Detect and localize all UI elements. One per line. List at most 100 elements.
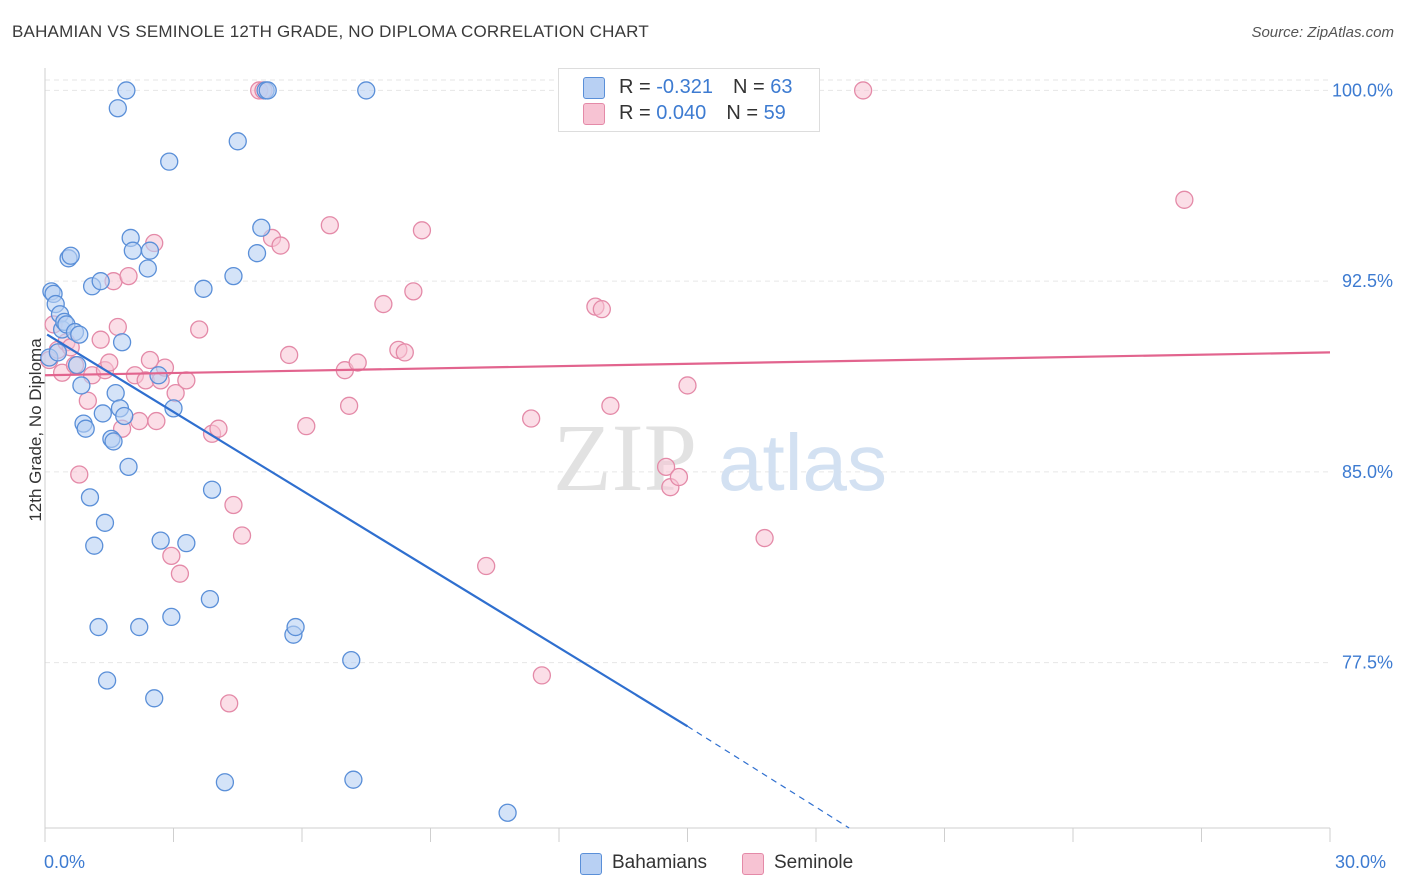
seminole-point [477, 556, 496, 576]
seminole-point [601, 396, 620, 415]
correlation-legend: R = -0.321 N = 63 R = 0.040 N = 59 [558, 68, 820, 132]
bahamian-point [108, 99, 127, 118]
y-tick-label: 100.0% [1332, 80, 1393, 100]
seminole-point [404, 282, 423, 301]
bahamian-point [97, 671, 117, 690]
bahamian-point [342, 650, 361, 670]
bahamian-point [76, 419, 95, 438]
y-tick-label: 92.5% [1342, 271, 1393, 291]
r-value: -0.321 [656, 76, 713, 98]
bahamian-point [258, 81, 277, 100]
bahamian-point [61, 246, 80, 265]
bahamian-point [112, 333, 132, 352]
seminole-point [678, 376, 697, 395]
seminole-point [232, 526, 252, 545]
bahamian-point [85, 536, 104, 555]
chart-title: BAHAMIAN VS SEMINOLE 12TH GRADE, NO DIPL… [12, 22, 649, 41]
y-tick-label: 77.5% [1342, 653, 1393, 673]
bahamian-point [145, 689, 164, 708]
bahamian-point [252, 218, 271, 237]
n-label: N = [732, 76, 771, 98]
y-axis-label: 12th Grade, No Diploma [26, 338, 45, 522]
legend-swatch-blue [583, 77, 605, 99]
zipatlas-watermark: ZIP atlas [553, 404, 887, 511]
r-value: 0.040 [656, 102, 707, 124]
seminole-point [279, 345, 299, 365]
seminole-point [91, 330, 110, 349]
n-value: 59 [763, 102, 786, 124]
seminole-point [147, 411, 166, 431]
bahamian-point [95, 513, 115, 532]
seminole-point [320, 216, 339, 235]
bahamian-point [80, 488, 100, 507]
seminole-point [348, 353, 367, 372]
bahamian-point [194, 279, 213, 298]
seminole-point [177, 371, 196, 390]
bahamian-point [104, 432, 123, 451]
watermark-atlas: atlas [718, 418, 887, 507]
seminole-point [119, 266, 138, 286]
bahamian-point [130, 617, 149, 637]
x-tick-max: 30.0% [1335, 852, 1387, 872]
seminole-point [100, 353, 119, 372]
bahamian-point [498, 803, 517, 822]
bahamian-point [151, 531, 170, 550]
seminole-point [1175, 190, 1194, 209]
bahamian-point [228, 132, 247, 151]
bottom-legend-swatch-blue [580, 853, 602, 875]
watermark-zip: ZIP [553, 404, 697, 511]
bahamian-point [67, 355, 87, 375]
bahamian-point [91, 272, 110, 291]
bahamian-point [215, 773, 235, 792]
seminole-point [532, 666, 552, 685]
n-value: 63 [770, 76, 793, 98]
bottom-legend-label: Bahamians [612, 852, 708, 873]
seminole-point [669, 467, 689, 487]
bahamian-point [89, 617, 108, 637]
bahamian-point [115, 406, 134, 426]
bahamian-point [200, 589, 220, 609]
seminole-point [755, 528, 774, 548]
seminole-point [271, 236, 290, 255]
seminole-point [522, 409, 541, 428]
bahamian-point [138, 259, 157, 278]
bahamian-point [140, 241, 160, 260]
r-label: R = [619, 76, 657, 98]
seminole-point [70, 465, 89, 484]
bahamian-point [357, 81, 376, 100]
seminole-point [224, 495, 243, 515]
bahamian-point [177, 533, 196, 553]
seminole-point [656, 457, 676, 476]
bahamian-point [106, 383, 125, 403]
bahamian-trend-line [46, 333, 689, 728]
bahamian-point [93, 404, 112, 423]
y-tick-label: 85.0% [1342, 462, 1393, 482]
seminole-point [297, 417, 316, 436]
bahamian-point [149, 366, 168, 385]
seminole-point [412, 221, 432, 240]
seminole-point [374, 294, 393, 314]
seminole-point [108, 317, 127, 337]
seminole-point [209, 419, 228, 438]
bahamian-point [123, 241, 142, 260]
legend-swatch-pink [583, 103, 605, 125]
legend-text: R = -0.321 N = 63 [619, 76, 792, 99]
seminole-point [78, 391, 97, 410]
bahamian-point [224, 266, 243, 286]
bahamian-point [70, 325, 89, 344]
bottom-legend-label: Seminole [774, 852, 854, 873]
seminole-point [592, 300, 611, 319]
source-label: Source: ZipAtlas.com [1251, 24, 1394, 41]
seminole-point [395, 343, 414, 362]
bahamian-point [119, 457, 138, 476]
x-tick-min: 0.0% [44, 852, 86, 872]
bahamian-point [344, 770, 363, 789]
seminole-point [339, 396, 359, 415]
r-label: R = [619, 102, 657, 124]
seminole-point [162, 546, 181, 566]
y-axis-label-wrap: 12th Grade, No Diploma [16, 260, 46, 600]
bahamian-point [48, 343, 67, 362]
bahamian-point [202, 480, 222, 499]
seminole-point [140, 350, 160, 370]
bahamian-trend-extension [687, 725, 850, 829]
